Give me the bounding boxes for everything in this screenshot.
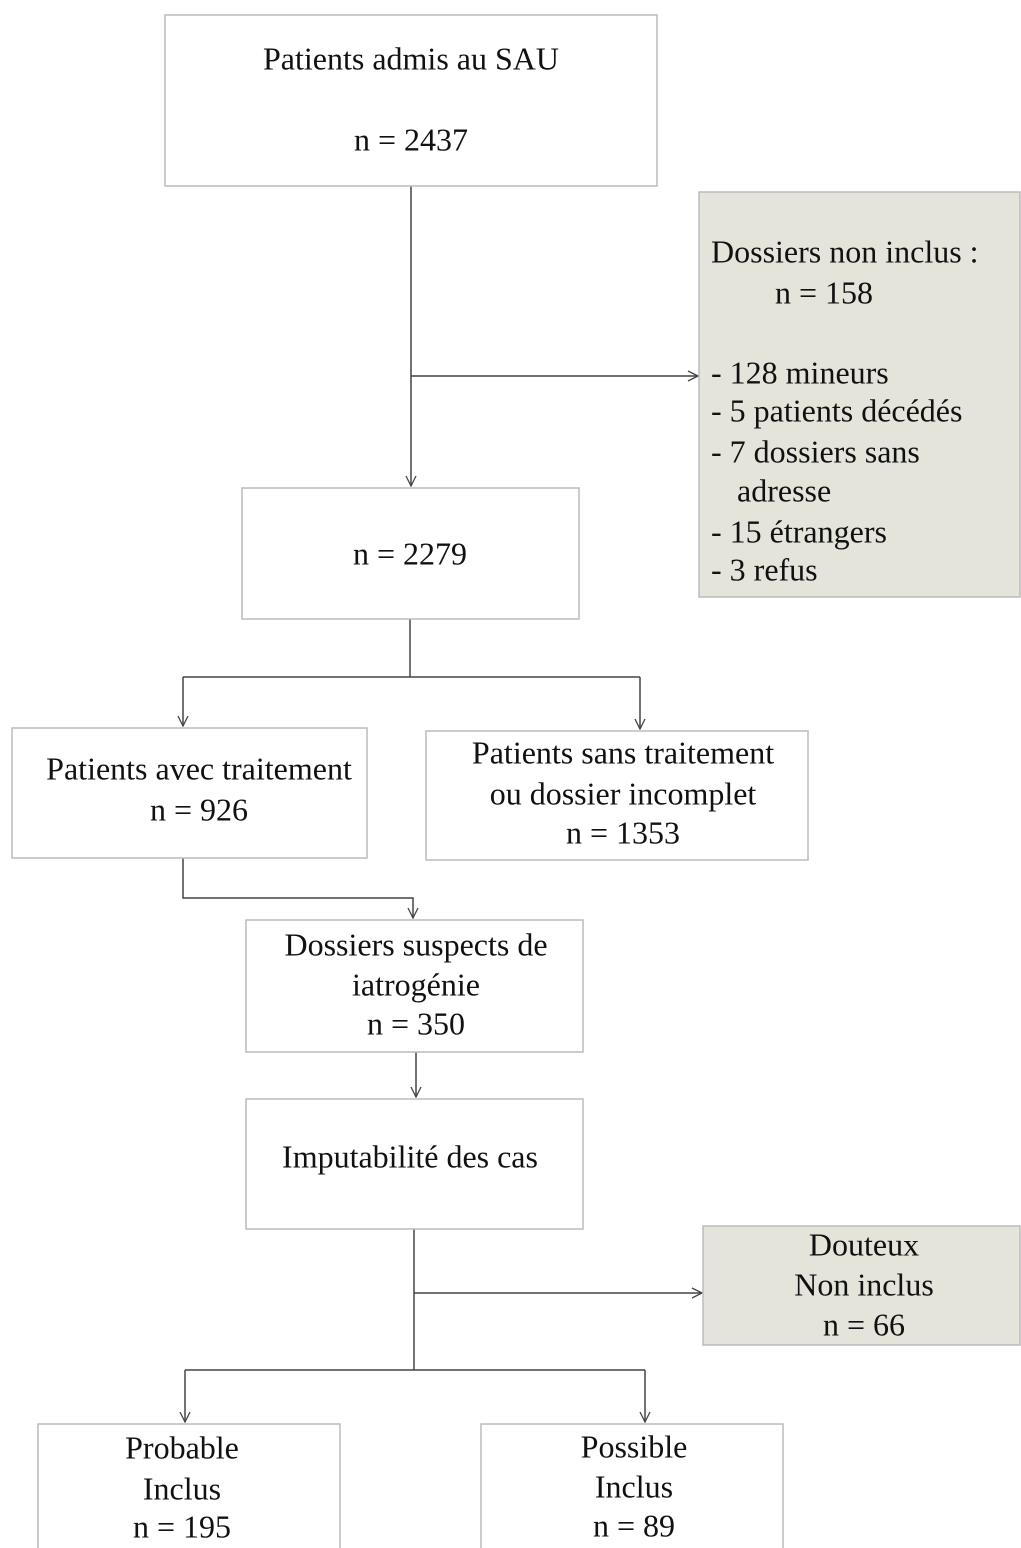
label: Probable	[125, 1429, 239, 1465]
box	[11, 727, 368, 859]
label: n = 66	[823, 1306, 905, 1342]
connectors	[183, 186, 702, 1422]
label: Dossiers suspects de	[284, 926, 547, 962]
box	[37, 1423, 341, 1548]
box	[425, 730, 809, 861]
box	[480, 1423, 784, 1548]
label: Non inclus	[794, 1266, 934, 1302]
label: n = 1353	[566, 814, 680, 850]
label: Imputabilité des cas	[282, 1138, 538, 1174]
box	[245, 919, 584, 1053]
label: n = 158	[775, 274, 873, 310]
label: - 15 étrangers	[711, 513, 887, 549]
label: Patients avec traitement	[46, 750, 352, 786]
label: n = 89	[593, 1507, 675, 1543]
label: n = 195	[133, 1508, 231, 1544]
label: n = 350	[367, 1005, 465, 1041]
label: Douteux	[809, 1226, 919, 1262]
box	[245, 1098, 584, 1230]
label: Inclus	[143, 1470, 221, 1506]
label: - 5 patients décédés	[711, 392, 962, 428]
box	[164, 14, 658, 187]
label: iatrogénie	[352, 966, 480, 1002]
label: - 128 mineurs	[711, 354, 889, 390]
label: - 7 dossiers sans	[711, 433, 920, 469]
label: ou dossier incomplet	[490, 775, 757, 811]
label: Patients admis au SAU	[263, 40, 559, 76]
label: - 3 refus	[711, 551, 818, 587]
label: n = 2437	[354, 121, 468, 157]
label: n = 926	[150, 791, 248, 827]
label: Possible	[581, 1428, 688, 1464]
label: Dossiers non inclus :	[711, 233, 979, 269]
arrow	[182, 858, 413, 918]
box	[241, 487, 580, 620]
label: n = 2279	[353, 535, 467, 571]
label: adresse	[737, 472, 831, 508]
label: Inclus	[595, 1468, 673, 1504]
label: Patients sans traitement	[472, 734, 774, 770]
box	[702, 1225, 1021, 1346]
box	[698, 191, 1021, 598]
